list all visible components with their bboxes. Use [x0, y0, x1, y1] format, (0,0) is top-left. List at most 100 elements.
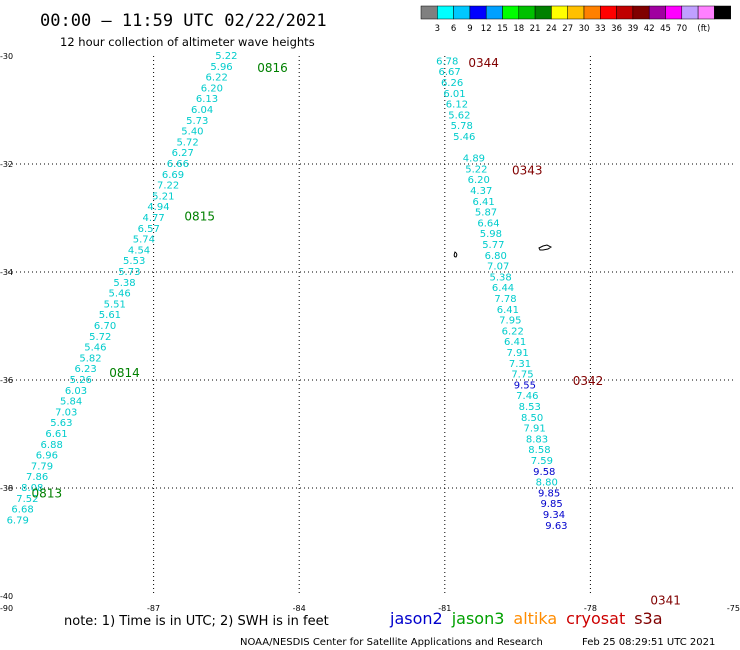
wave-height-label: 6.22: [206, 73, 228, 84]
data-points: 5.225.966.226.206.136.045.735.405.726.27…: [7, 51, 568, 532]
wave-height-label: 5.51: [104, 299, 126, 310]
wave-height-label: 5.38: [489, 272, 511, 283]
colorbar-label: (ft): [697, 24, 710, 34]
wave-height-label: 6.57: [138, 224, 160, 235]
wave-height-label: 6.68: [11, 505, 33, 516]
x-tick-label: -84: [293, 604, 306, 613]
colorbar-label: 33: [595, 24, 606, 34]
pass-time-label: 0344: [468, 56, 499, 70]
wave-height-label: 4.94: [147, 202, 169, 213]
colorbar-swatch: [437, 5, 454, 20]
colorbar-label: 39: [627, 24, 638, 34]
footer-timestamp: Feb 25 08:29:51 UTC 2021: [582, 637, 715, 648]
wave-height-label: 5.22: [215, 51, 237, 62]
colorbar-label: 3: [435, 24, 440, 34]
footer-credit: NOAA/NESDIS Center for Satellite Applica…: [240, 637, 543, 648]
wave-height-label: 6.80: [485, 251, 507, 262]
wave-height-label: 5.26: [70, 375, 92, 386]
colorbar-swatch: [600, 5, 617, 20]
wave-height-label: 8.58: [528, 445, 550, 456]
wave-height-label: 5.61: [99, 310, 121, 321]
colorbar-label: 15: [497, 24, 508, 34]
wave-height-label: 7.79: [31, 461, 53, 472]
wave-height-label: 5.46: [453, 132, 475, 143]
colorbar: 3 6 9 12 15 18 21 24 27 30 33 36 39 42 45 70 (ft): [420, 5, 731, 34]
y-tick-label: -30: [0, 52, 13, 61]
x-tick-label: -87: [147, 604, 160, 613]
wave-height-label: 7.95: [499, 316, 521, 327]
wave-height-label: 6.41: [472, 197, 494, 208]
chart-title: 00:00 – 11:59 UTC 02/22/2021: [40, 11, 327, 31]
wave-height-label: 5.96: [210, 62, 232, 73]
colorbar-swatch: [469, 5, 487, 20]
y-tick-label: -34: [0, 268, 13, 277]
wave-height-label: 5.78: [451, 121, 473, 132]
wave-height-label: 9.55: [514, 380, 536, 391]
legend-altika: altika: [513, 609, 557, 628]
colorbar-swatch: [616, 5, 634, 20]
grid: [8, 56, 736, 596]
satellite-legend: jason2 jason3 altika cryosat s3a: [389, 609, 663, 628]
wave-height-label: 9.58: [533, 467, 555, 478]
colorbar-swatch: [583, 5, 601, 20]
wave-height-label: 5.22: [465, 164, 487, 175]
colorbar-swatch: [420, 5, 438, 20]
colorbar-swatch: [534, 5, 552, 20]
wave-height-label: 6.13: [196, 94, 218, 105]
pass-time-label: 0813: [32, 486, 63, 500]
wave-height-label: 7.31: [509, 359, 531, 370]
pass-time-label: 0815: [184, 209, 215, 223]
wave-height-label: 6.26: [441, 78, 463, 89]
wave-height-label: 8.08: [21, 483, 43, 494]
colorbar-label: 27: [562, 24, 573, 34]
wave-height-label: 7.86: [26, 472, 48, 483]
colorbar-label: 9: [467, 24, 472, 34]
colorbar-label: 45: [660, 24, 671, 34]
colorbar-label: 12: [481, 24, 492, 34]
wave-height-label: 5.62: [448, 110, 470, 121]
colorbar-swatch: [714, 5, 731, 20]
colorbar-label: 6: [451, 24, 456, 34]
colorbar-swatch: [567, 5, 585, 20]
wave-height-label: 6.69: [162, 170, 184, 181]
wave-height-label: 7.91: [506, 348, 528, 359]
island-outline-east: [538, 244, 552, 251]
x-tick-label: -90: [0, 604, 13, 613]
wave-height-label: 4.89: [463, 154, 485, 165]
axes: -30 -32 -34 -36 -38 -40 -90 -87 -84 -81 -78 -75: [0, 52, 740, 613]
wave-height-label: 6.66: [167, 159, 189, 170]
colorbar-label: 21: [530, 24, 541, 34]
wave-height-label: 5.74: [133, 235, 155, 246]
pass-time-label: 0342: [573, 374, 604, 388]
y-tick-label: -38: [0, 484, 13, 493]
colorbar-swatch: [648, 5, 666, 20]
wave-height-label: 8.50: [521, 413, 543, 424]
colorbar-swatch: [502, 5, 520, 20]
x-tick-label: -78: [584, 604, 597, 613]
pass-time-label: 0814: [109, 366, 140, 380]
chart-subtitle: 12 hour collection of altimeter wave hei…: [60, 35, 315, 49]
wave-height-label: 6.41: [497, 305, 519, 316]
legend-jason2: jason2: [389, 609, 443, 628]
wave-height-label: 6.03: [65, 386, 87, 397]
y-tick-label: -40: [0, 592, 13, 601]
wave-height-label: 5.84: [60, 397, 82, 408]
y-tick-label: -36: [0, 376, 13, 385]
wave-height-label: 6.70: [94, 321, 116, 332]
colorbar-label: 30: [579, 24, 590, 34]
colorbar-label: 24: [546, 24, 557, 34]
wave-height-label: 7.03: [55, 407, 77, 418]
wave-height-label: 6.04: [191, 105, 213, 116]
wave-height-label: 7.78: [494, 294, 516, 305]
wave-height-label: 5.63: [50, 418, 72, 429]
wave-height-label: 5.98: [480, 229, 502, 240]
wave-height-label: 6.27: [172, 148, 194, 159]
footer-note: note: 1) Time is in UTC; 2) SWH is in fe…: [64, 614, 329, 629]
wave-height-label: 7.52: [16, 494, 38, 505]
colorbar-swatch: [453, 5, 471, 20]
colorbar-swatch: [697, 5, 715, 20]
island-outlines: [453, 244, 552, 258]
wave-height-label: 6.23: [75, 364, 97, 375]
colorbar-swatch: [518, 5, 536, 20]
